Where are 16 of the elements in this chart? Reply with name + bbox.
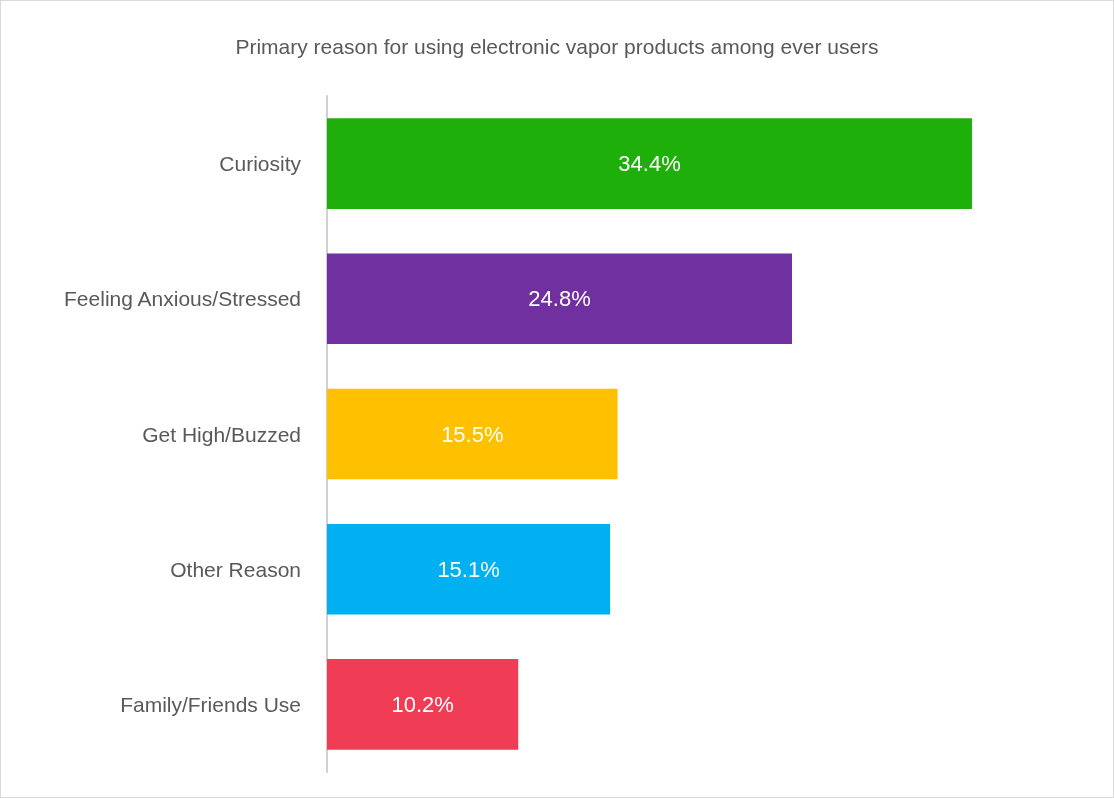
bar xyxy=(327,253,792,345)
chart-title: Primary reason for using electronic vapor products among ever users xyxy=(235,35,879,58)
y-tick-label: Curiosity xyxy=(219,152,302,176)
y-tick-label: Family/Friends Use xyxy=(120,692,301,716)
data-label: 15.1% xyxy=(437,556,500,582)
bar xyxy=(327,118,972,209)
y-tick-label: Other Reason xyxy=(170,557,301,581)
y-tick-label: Get High/Buzzed xyxy=(142,422,301,446)
data-label: 15.5% xyxy=(441,421,504,447)
y-tick-label: Feeling Anxious/Stressed xyxy=(64,287,301,311)
data-label: 34.4% xyxy=(618,151,681,177)
data-label: 24.8% xyxy=(528,286,591,312)
bar xyxy=(327,388,618,480)
data-label: 10.2% xyxy=(391,691,454,717)
bar xyxy=(327,659,519,750)
bar xyxy=(327,523,611,615)
